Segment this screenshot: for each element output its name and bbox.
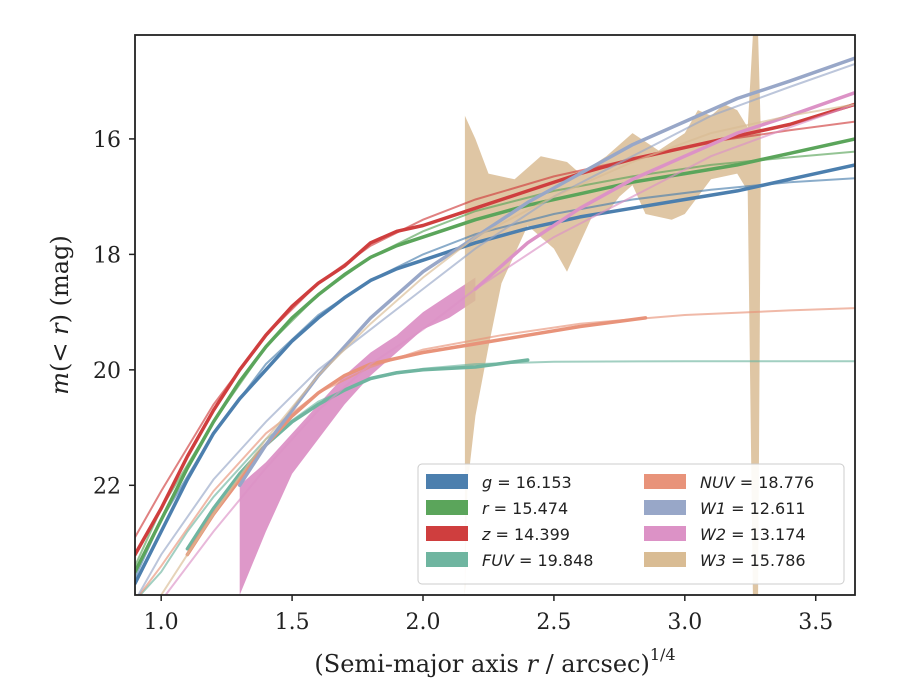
x-axis: 1.0 1.5 2.0 2.5 3.0 3.5 [144, 595, 833, 635]
x-tick-label: 1.5 [275, 610, 310, 635]
y-axis-label: m(< r) (mag) [46, 235, 74, 395]
y-tick-label: 16 [93, 128, 121, 153]
legend-label-g: g = 16.153 [482, 473, 572, 492]
legend-box [417, 463, 845, 585]
x-tick-label: 1.0 [144, 610, 179, 635]
y-tick-label: 22 [93, 474, 121, 499]
y-tick-label: 18 [93, 243, 121, 268]
y-tick-label: 20 [93, 359, 121, 384]
legend-swatch-g [426, 474, 468, 489]
series-fuv-line [185, 358, 530, 551]
legend-swatch-fuv [426, 552, 468, 567]
legend-label-w1: W1 = 12.611 [700, 499, 806, 518]
plot-area [135, 35, 855, 595]
series-nuv-line [185, 316, 648, 557]
series-w2-band [239, 277, 476, 595]
legend: g = 16.153 NUV = 18.776 r = 15.474 W1 = 12.… [417, 463, 845, 585]
series-w1-model [137, 62, 855, 595]
legend-label-fuv: FUV = 19.848 [482, 551, 593, 570]
x-tick-label: 2.0 [406, 610, 441, 635]
legend-label-r: r = 15.474 [482, 499, 568, 518]
series-w3-model [160, 103, 855, 595]
legend-swatch-w3 [644, 552, 686, 567]
x-axis-label: (Semi-major axis r / arcsec)1/4 [314, 645, 675, 678]
plot-frame [134, 34, 856, 596]
legend-label-nuv: NUV = 18.776 [700, 473, 814, 492]
series-w2-model [164, 103, 855, 595]
legend-label-w2: W2 = 13.174 [700, 525, 806, 544]
y-axis: 16 18 20 22 [93, 128, 135, 499]
series-z-line [135, 102, 855, 557]
x-tick-label: 3.5 [798, 610, 833, 635]
legend-label-w3: W3 = 15.786 [700, 551, 806, 570]
legend-swatch-w1 [644, 500, 686, 515]
legend-swatch-nuv [644, 474, 686, 489]
legend-swatch-r [426, 500, 468, 515]
legend-label-z: z = 14.399 [481, 525, 570, 544]
legend-swatch-w2 [644, 526, 686, 541]
x-tick-label: 3.0 [667, 610, 702, 635]
legend-swatch-z [426, 526, 468, 541]
series-g-line [135, 163, 855, 586]
x-tick-label: 2.5 [536, 610, 571, 635]
